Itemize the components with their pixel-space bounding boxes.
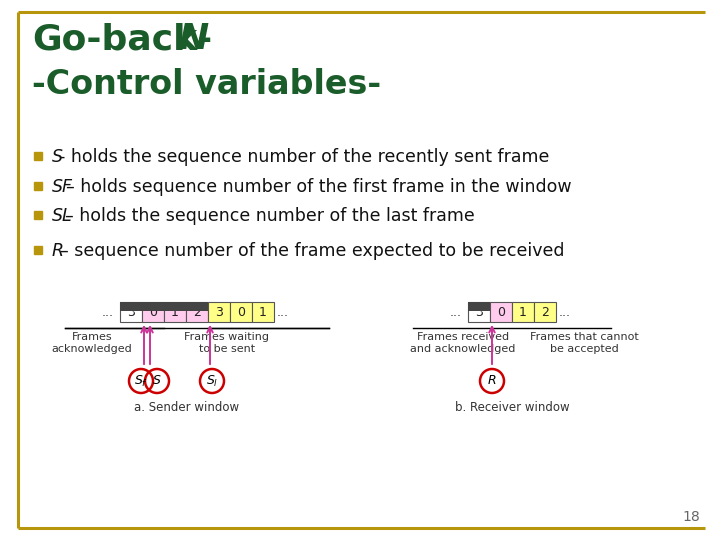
Text: Frames that cannot
be accepted: Frames that cannot be accepted [530, 332, 639, 354]
Text: 3: 3 [215, 306, 223, 319]
Bar [34, 182, 42, 190]
Text: – sequence number of the frame expected to be received: – sequence number of the frame expected … [60, 242, 564, 260]
Bar [120, 302, 208, 311]
Bar [34, 246, 42, 254]
Text: 1: 1 [519, 306, 527, 319]
Text: Go-back-: Go-back- [32, 22, 212, 56]
Bar [208, 302, 230, 322]
Text: ...: ... [450, 306, 462, 319]
Text: 0: 0 [237, 306, 245, 319]
Text: – holds the sequence number of the last frame: – holds the sequence number of the last … [65, 207, 474, 225]
Text: – holds sequence number of the first frame in the window: – holds sequence number of the first fra… [66, 178, 572, 196]
Text: SF: SF [52, 178, 73, 196]
Bar [142, 302, 164, 322]
Text: 1: 1 [259, 306, 267, 319]
Bar [468, 302, 490, 322]
Text: 18: 18 [683, 510, 700, 524]
Bar [34, 152, 42, 160]
Text: Frames received
and acknowledged: Frames received and acknowledged [410, 332, 516, 354]
Text: - holds the sequence number of the recently sent frame: - holds the sequence number of the recen… [59, 148, 549, 166]
Text: $S_f$: $S_f$ [134, 374, 148, 389]
Bar [512, 302, 534, 322]
Text: a. Sender window: a. Sender window [135, 401, 240, 414]
Bar [164, 302, 186, 322]
Text: N: N [178, 22, 208, 56]
Bar [186, 302, 208, 322]
Bar [252, 302, 274, 322]
Text: ...: ... [277, 306, 289, 319]
Text: Frames
acknowledged: Frames acknowledged [52, 332, 132, 354]
Text: 2: 2 [541, 306, 549, 319]
Text: 0: 0 [497, 306, 505, 319]
Text: 2: 2 [193, 306, 201, 319]
Text: $R$: $R$ [487, 375, 497, 388]
Bar [230, 302, 252, 322]
Text: 3: 3 [127, 306, 135, 319]
Text: 3: 3 [475, 306, 483, 319]
Text: 1: 1 [171, 306, 179, 319]
Bar [490, 302, 512, 322]
Text: ...: ... [559, 306, 571, 319]
Text: R: R [52, 242, 64, 260]
Text: ...: ... [102, 306, 114, 319]
Text: $S_l$: $S_l$ [206, 374, 218, 389]
Bar [534, 302, 556, 322]
Text: SL: SL [52, 207, 73, 225]
Bar [468, 302, 490, 311]
Text: 0: 0 [149, 306, 157, 319]
Text: b. Receiver window: b. Receiver window [455, 401, 570, 414]
Text: $S$: $S$ [152, 375, 162, 388]
Text: S: S [52, 148, 63, 166]
Bar [120, 302, 142, 322]
Text: Frames waiting
to be sent: Frames waiting to be sent [184, 332, 269, 354]
Bar [34, 211, 42, 219]
Text: -Control variables-: -Control variables- [32, 68, 381, 101]
